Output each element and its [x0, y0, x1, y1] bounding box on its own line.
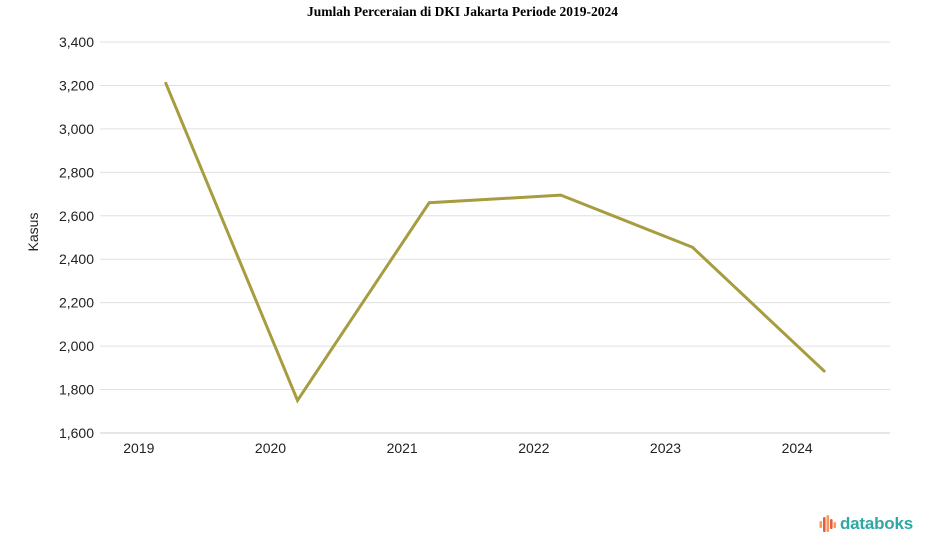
- y-tick-label: 1,800: [59, 382, 94, 398]
- y-tick-label: 2,200: [59, 295, 94, 311]
- y-tick-label: 2,000: [59, 338, 94, 354]
- x-tick-label: 2024: [782, 440, 813, 456]
- databoks-bar: [819, 520, 823, 528]
- x-tick-label: 2023: [650, 440, 681, 456]
- line-chart-canvas: 1,600 1,800 2,000 2,200 2,400 2,600 2,800 3,000…: [59, 34, 890, 456]
- y-tick-label: 3,200: [59, 77, 94, 93]
- databoks-bar: [826, 514, 830, 532]
- y-tick-label: 3,400: [59, 34, 94, 50]
- chart-title: Jumlah Perceraian di DKI Jakarta Periode…: [307, 4, 618, 19]
- series-line-kasus: [164, 81, 826, 404]
- databoks-bar: [822, 516, 826, 532]
- databoks-logo: databoks: [819, 514, 913, 534]
- y-tick-label: 3,000: [59, 121, 94, 137]
- databoks-bar: [829, 518, 833, 529]
- databoks-wordmark: databoks: [839, 514, 913, 533]
- y-tick-label: 2,400: [59, 251, 94, 267]
- y-tick-label: 1,600: [59, 425, 94, 441]
- databoks-bars-icon: [819, 514, 837, 532]
- y-tick-label: 2,600: [59, 208, 94, 224]
- y-tick-label: 2,800: [59, 164, 94, 180]
- x-tick-label: 2019: [123, 440, 154, 456]
- x-tick-label: 2022: [518, 440, 549, 456]
- databoks-bar: [833, 521, 837, 528]
- x-tick-label: 2020: [255, 440, 286, 456]
- x-tick-label: 2021: [387, 440, 418, 456]
